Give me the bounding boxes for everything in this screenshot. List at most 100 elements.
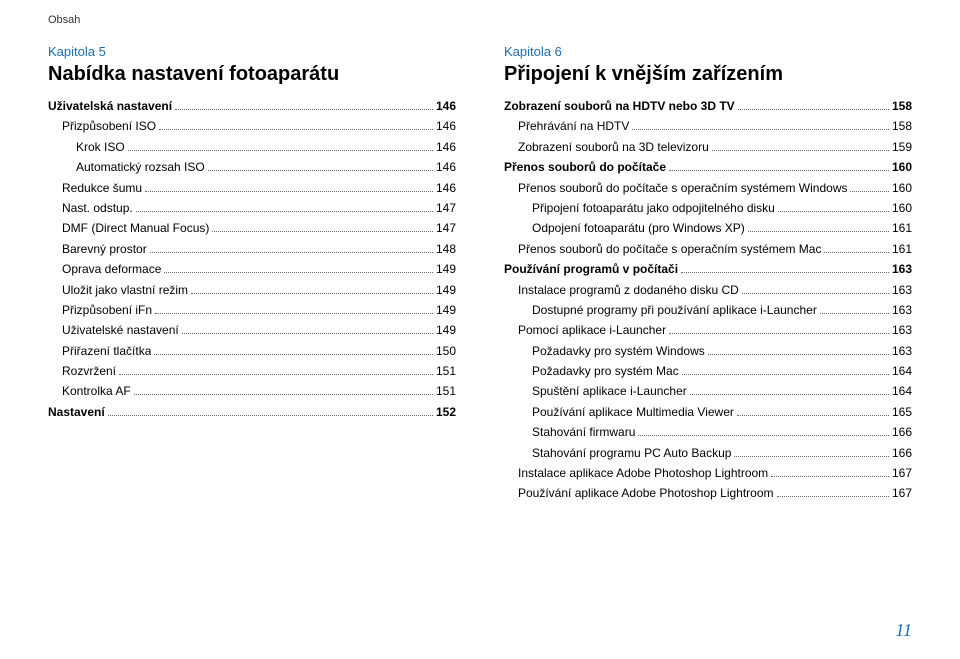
toc-label: Barevný prostor <box>62 239 147 259</box>
toc-row: Kontrolka AF151 <box>48 381 456 401</box>
toc-label: Rozvržení <box>62 361 116 381</box>
toc-dots <box>182 333 433 334</box>
toc-label: Přenos souborů do počítače s operačním s… <box>518 239 821 259</box>
toc-page: 166 <box>892 422 912 442</box>
toc-dots <box>742 293 889 294</box>
chapter-title: Připojení k vnějším zařízením <box>504 63 912 86</box>
toc-dots <box>712 150 889 151</box>
toc-label: Oprava deformace <box>62 259 161 279</box>
toc-row: Používání aplikace Multimedia Viewer165 <box>504 402 912 422</box>
toc-row: Uložit jako vlastní režim149 <box>48 280 456 300</box>
toc-page: 151 <box>436 361 456 381</box>
toc-list-right: Zobrazení souborů na HDTV nebo 3D TV158P… <box>504 96 912 504</box>
chapter-label: Kapitola 5 <box>48 44 456 59</box>
toc-label: Zobrazení souborů na 3D televizoru <box>518 137 709 157</box>
toc-row: Požadavky pro systém Mac164 <box>504 361 912 381</box>
toc-page: 147 <box>436 198 456 218</box>
toc-label: Požadavky pro systém Windows <box>532 341 705 361</box>
toc-dots <box>159 129 433 130</box>
toc-dots <box>734 456 889 457</box>
toc-row: Zobrazení souborů na 3D televizoru 159 <box>504 137 912 157</box>
toc-dots <box>778 211 889 212</box>
toc-page: 159 <box>892 137 912 157</box>
toc-dots <box>150 252 433 253</box>
toc-dots <box>134 394 433 395</box>
toc-dots <box>669 170 889 171</box>
toc-page: 147 <box>436 218 456 238</box>
toc-dots <box>108 415 433 416</box>
toc-page: 158 <box>892 96 912 116</box>
toc-label: Používání aplikace Adobe Photoshop Light… <box>518 483 774 503</box>
toc-row: Přizpůsobení iFn149 <box>48 300 456 320</box>
toc-label: Krok ISO <box>76 137 125 157</box>
toc-dots <box>820 313 889 314</box>
toc-label: Přiřazení tlačítka <box>62 341 151 361</box>
toc-page: 163 <box>892 341 912 361</box>
toc-row: Přenos souborů do počítače160 <box>504 157 912 177</box>
toc-dots <box>737 415 889 416</box>
toc-dots <box>669 333 889 334</box>
toc-row: Uživatelská nastavení146 <box>48 96 456 116</box>
toc-dots <box>777 496 889 497</box>
toc-dots <box>638 435 889 436</box>
toc-dots <box>136 211 433 212</box>
toc-dots <box>154 354 433 355</box>
toc-dots <box>164 272 433 273</box>
toc-label: Uložit jako vlastní režim <box>62 280 188 300</box>
toc-label: Stahování firmwaru <box>532 422 635 442</box>
toc-page: 158 <box>892 116 912 136</box>
toc-row: Oprava deformace 149 <box>48 259 456 279</box>
toc-label: Přehrávání na HDTV <box>518 116 629 136</box>
toc-page: 161 <box>892 239 912 259</box>
toc-dots <box>771 476 889 477</box>
toc-label: Kontrolka AF <box>62 381 131 401</box>
chapter-label: Kapitola 6 <box>504 44 912 59</box>
toc-dots <box>632 129 889 130</box>
toc-label: Přenos souborů do počítače s operačním s… <box>518 178 847 198</box>
toc-page: 167 <box>892 483 912 503</box>
toc-label: Přizpůsobení ISO <box>62 116 156 136</box>
toc-dots <box>824 252 888 253</box>
toc-row: Spuštění aplikace i-Launcher164 <box>504 381 912 401</box>
toc-label: Připojení fotoaparátu jako odpojitelného… <box>532 198 775 218</box>
toc-dots <box>850 191 888 192</box>
toc-dots <box>208 170 433 171</box>
toc-label: Instalace programů z dodaného disku CD <box>518 280 739 300</box>
toc-label: Stahování programu PC Auto Backup <box>532 443 731 463</box>
toc-dots <box>128 150 433 151</box>
toc-row: Automatický rozsah ISO146 <box>48 157 456 177</box>
toc-label: Zobrazení souborů na HDTV nebo 3D TV <box>504 96 735 116</box>
toc-dots <box>145 191 433 192</box>
toc-page: 149 <box>436 259 456 279</box>
toc-page: 146 <box>436 137 456 157</box>
toc-row: Krok ISO 146 <box>48 137 456 157</box>
toc-row: Používání aplikace Adobe Photoshop Light… <box>504 483 912 503</box>
toc-label: Nast. odstup. <box>62 198 133 218</box>
right-column: Kapitola 6 Připojení k vnějším zařízením… <box>504 44 912 504</box>
toc-label: Automatický rozsah ISO <box>76 157 205 177</box>
toc-row: Přehrávání na HDTV 158 <box>504 116 912 136</box>
toc-label: Instalace aplikace Adobe Photoshop Light… <box>518 463 768 483</box>
toc-page: 148 <box>436 239 456 259</box>
toc-row: Přenos souborů do počítače s operačním s… <box>504 178 912 198</box>
toc-page: 163 <box>892 259 912 279</box>
toc-row: Rozvržení 151 <box>48 361 456 381</box>
toc-dots <box>682 374 889 375</box>
toc-label: Nastavení <box>48 402 105 422</box>
toc-dots <box>119 374 433 375</box>
toc-row: Připojení fotoaparátu jako odpojitelného… <box>504 198 912 218</box>
toc-page: 166 <box>892 443 912 463</box>
page-number: 11 <box>895 620 912 641</box>
toc-row: Odpojení fotoaparátu (pro Windows XP)161 <box>504 218 912 238</box>
toc-row: Nast. odstup. 147 <box>48 198 456 218</box>
toc-dots <box>738 109 889 110</box>
toc-row: Barevný prostor 148 <box>48 239 456 259</box>
toc-page: 165 <box>892 402 912 422</box>
toc-row: Dostupné programy při používání aplikace… <box>504 300 912 320</box>
toc-row: Instalace programů z dodaného disku CD16… <box>504 280 912 300</box>
toc-row: Redukce šumu146 <box>48 178 456 198</box>
chapter-title: Nabídka nastavení fotoaparátu <box>48 63 456 86</box>
toc-dots <box>175 109 433 110</box>
toc-label: Přizpůsobení iFn <box>62 300 152 320</box>
toc-label: Redukce šumu <box>62 178 142 198</box>
